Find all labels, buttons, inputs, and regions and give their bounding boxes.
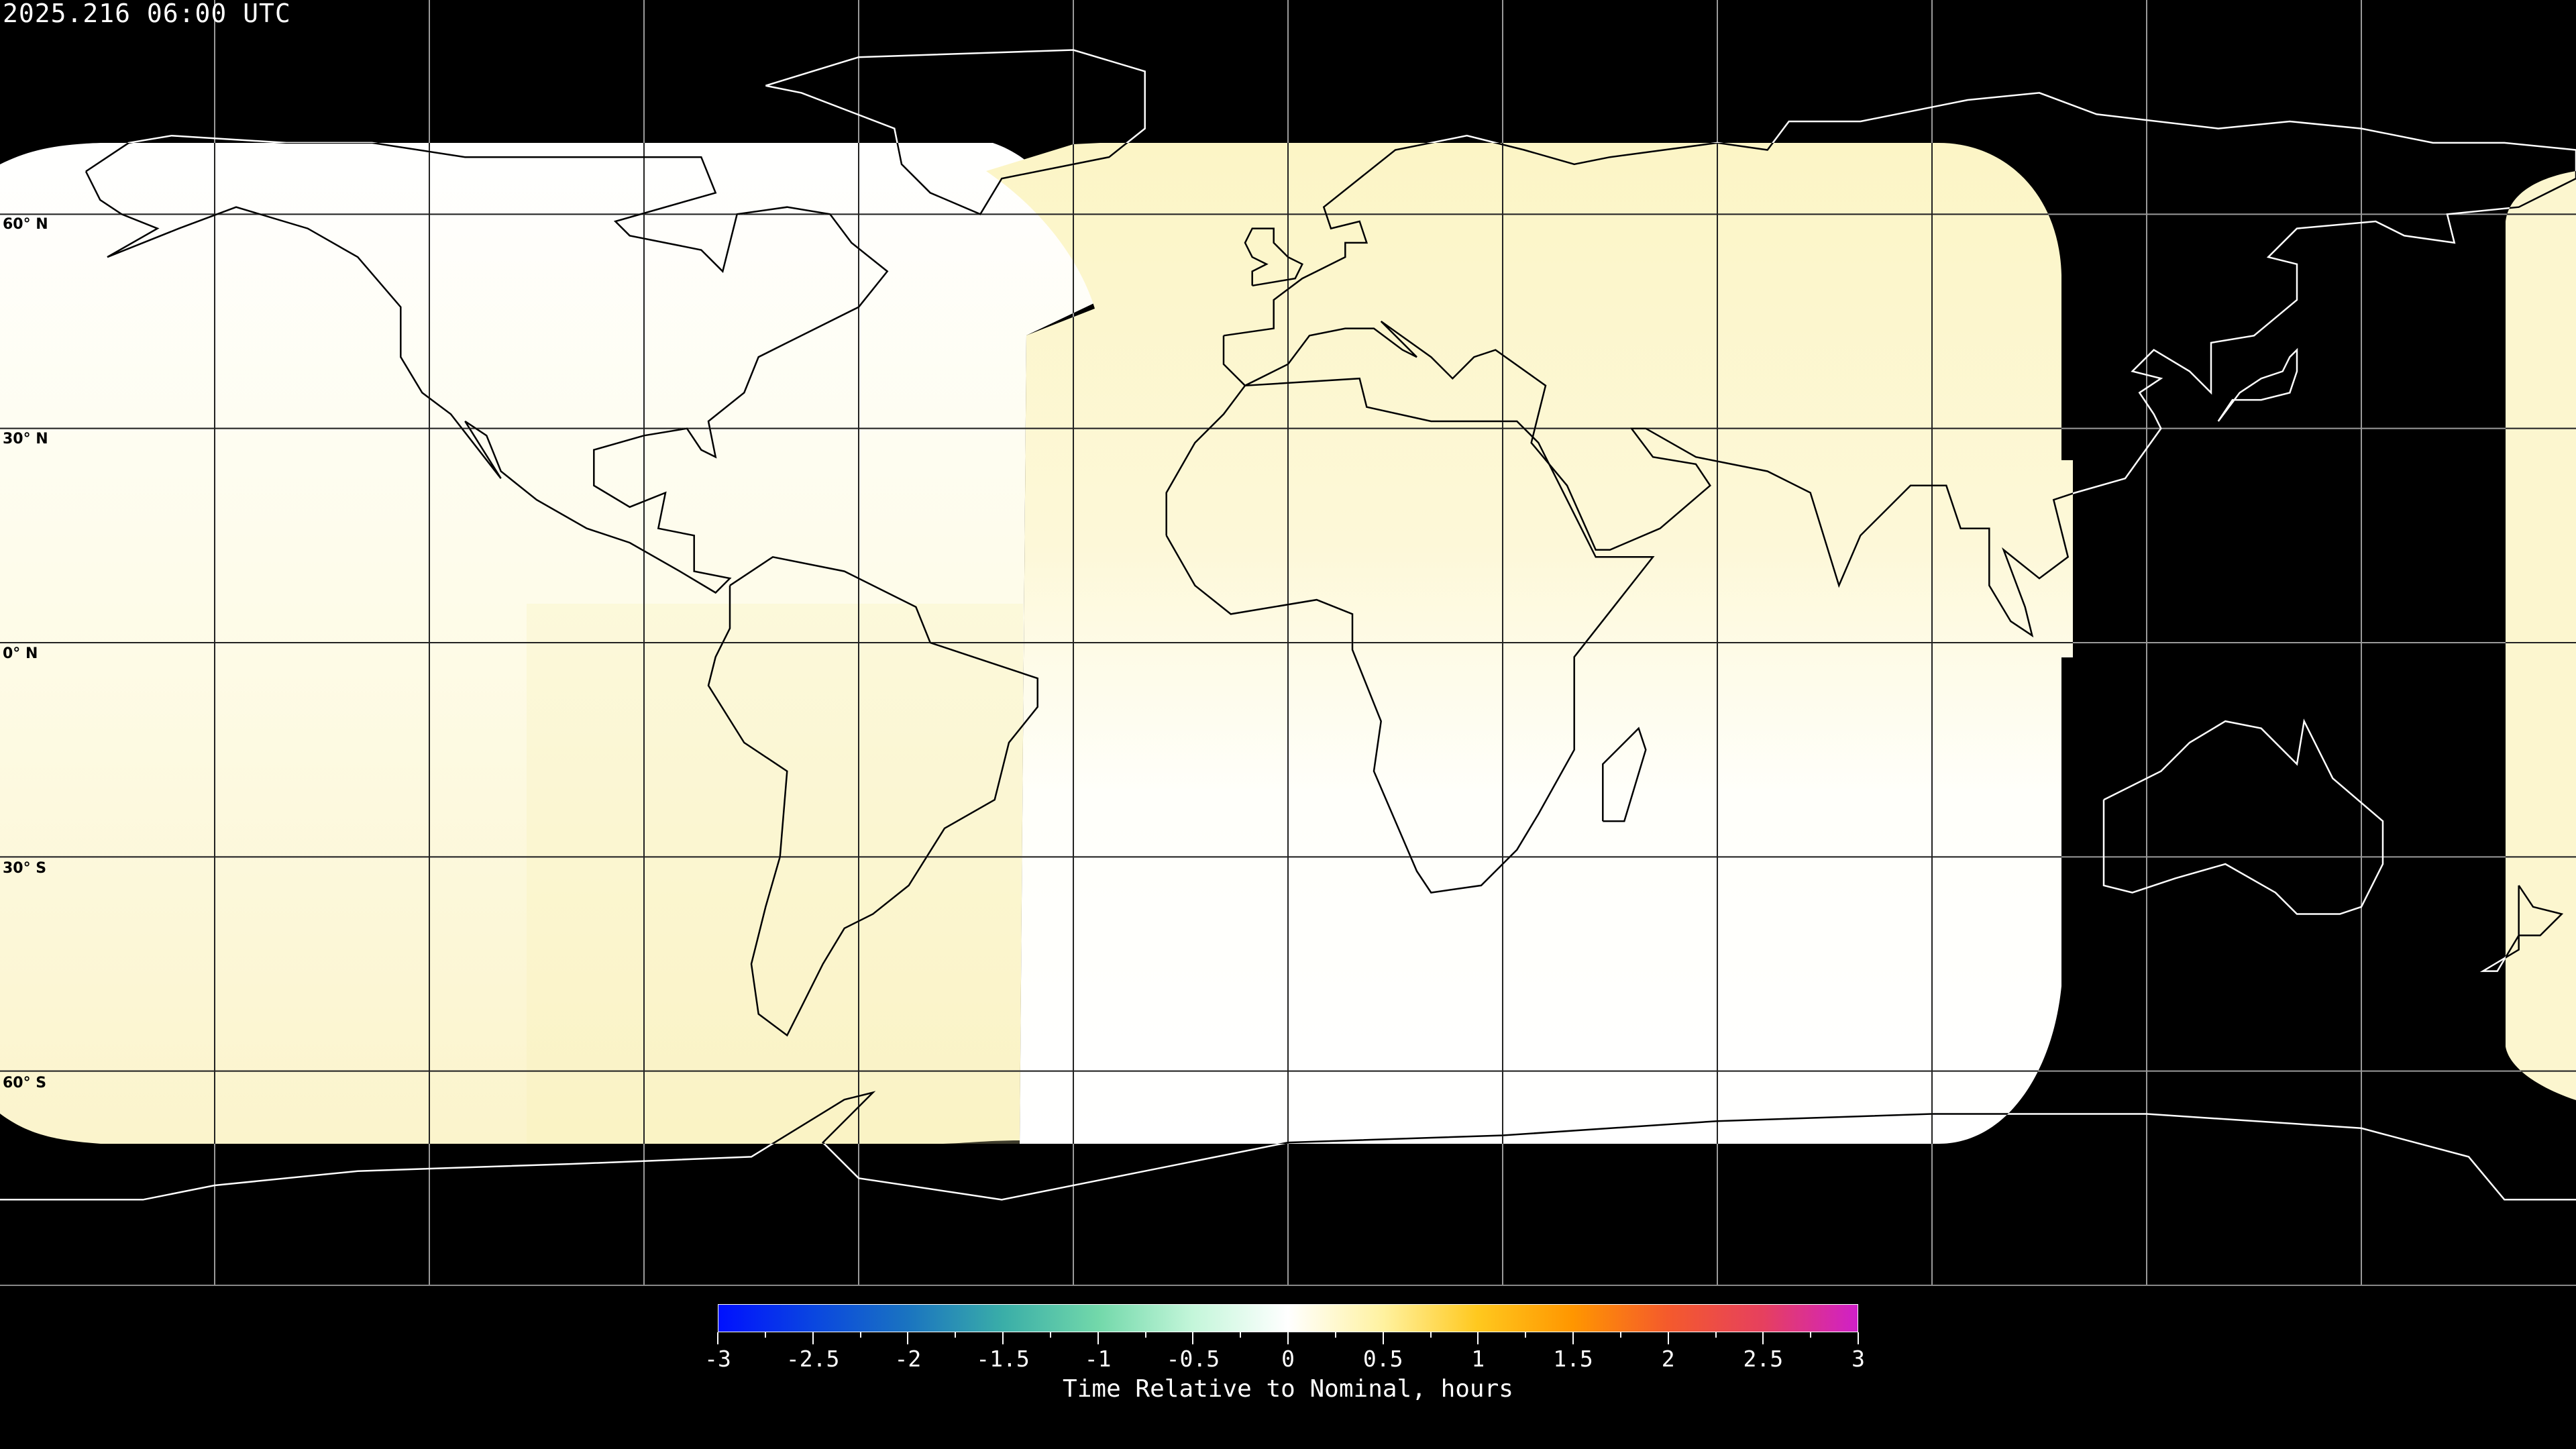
colorbar-tick-label: 0.5	[1362, 1346, 1403, 1372]
colorbar-tick-label: 1.5	[1553, 1346, 1593, 1372]
colorbar-major-tick	[1572, 1332, 1574, 1344]
latitude-label-60s: 60° S	[3, 1075, 47, 1091]
colorbar-major-tick	[1667, 1332, 1669, 1344]
colorbar-major-tick	[717, 1332, 718, 1344]
colorbar-major-tick	[1287, 1332, 1289, 1344]
coverage-region-east	[2506, 171, 2576, 1100]
colorbar-tick-label: -3	[704, 1346, 731, 1372]
colorbar-minor-tick	[1525, 1332, 1527, 1338]
colorbar-tick-label: 2	[1661, 1346, 1675, 1372]
colorbar-major-tick	[1762, 1332, 1764, 1344]
colorbar-tick-label: -2	[894, 1346, 922, 1372]
coastline-new-zealand	[2479, 885, 2564, 972]
coastline-north-america	[85, 143, 889, 594]
colorbar-major-tick	[907, 1332, 909, 1344]
coastline-africa	[1165, 377, 1655, 894]
colorbar-major-tick	[1382, 1332, 1384, 1344]
latitude-label-30n: 30° N	[3, 431, 48, 447]
colorbar-tick-label: -2.5	[786, 1346, 840, 1372]
colorbar-tick-label: 1	[1471, 1346, 1485, 1372]
coastline-australia	[2102, 718, 2384, 915]
colorbar-minor-tick	[1619, 1332, 1621, 1338]
coastline-great-britain	[1244, 227, 1303, 287]
colorbar-minor-tick	[1144, 1332, 1146, 1338]
colorbar-minor-tick	[1810, 1332, 1812, 1338]
timestamp-title: 2025.216 06:00 UTC	[3, 0, 291, 28]
colorbar-tick-label: -0.5	[1166, 1346, 1220, 1372]
colorbar-tick-label: 3	[1851, 1346, 1865, 1372]
colorbar-minor-tick	[1430, 1332, 1432, 1338]
colorbar-minor-tick	[1049, 1332, 1051, 1338]
colorbar-minor-tick	[764, 1332, 766, 1338]
latitude-label-30s: 30° S	[3, 860, 47, 877]
colorbar-label: Time Relative to Nominal, hours	[1063, 1375, 1513, 1403]
colorbar-minor-tick	[955, 1332, 957, 1338]
colorbar-minor-tick	[1334, 1332, 1336, 1338]
coastline-greenland	[765, 143, 1146, 215]
coastline-antarctica	[0, 1091, 2576, 1201]
coastline-south-america	[707, 555, 1038, 1037]
coastline-madagascar	[1602, 727, 1647, 822]
world-map	[0, 0, 2576, 1287]
colorbar-minor-tick	[1240, 1332, 1242, 1338]
colorbar-major-tick	[1192, 1332, 1194, 1344]
colorbar	[718, 1304, 1858, 1332]
colorbar-major-tick	[1002, 1332, 1004, 1344]
latitude-label-0: 0° N	[3, 645, 38, 662]
colorbar-major-tick	[812, 1332, 814, 1344]
coastline-japan	[2217, 347, 2298, 422]
colorbar-minor-tick	[1715, 1332, 1717, 1338]
colorbar-tick-label: 2.5	[1743, 1346, 1784, 1372]
latitude-label-60n: 60° N	[3, 216, 48, 233]
colorbar-major-tick	[1858, 1332, 1859, 1344]
colorbar-tick-label: -1	[1084, 1346, 1112, 1372]
colorbar-tick-label: 0	[1281, 1346, 1295, 1372]
colorbar-major-tick	[1477, 1332, 1479, 1344]
colorbar-major-tick	[1097, 1332, 1099, 1344]
colorbar-tick-label: -1.5	[976, 1346, 1030, 1372]
colorbar-minor-tick	[859, 1332, 861, 1338]
